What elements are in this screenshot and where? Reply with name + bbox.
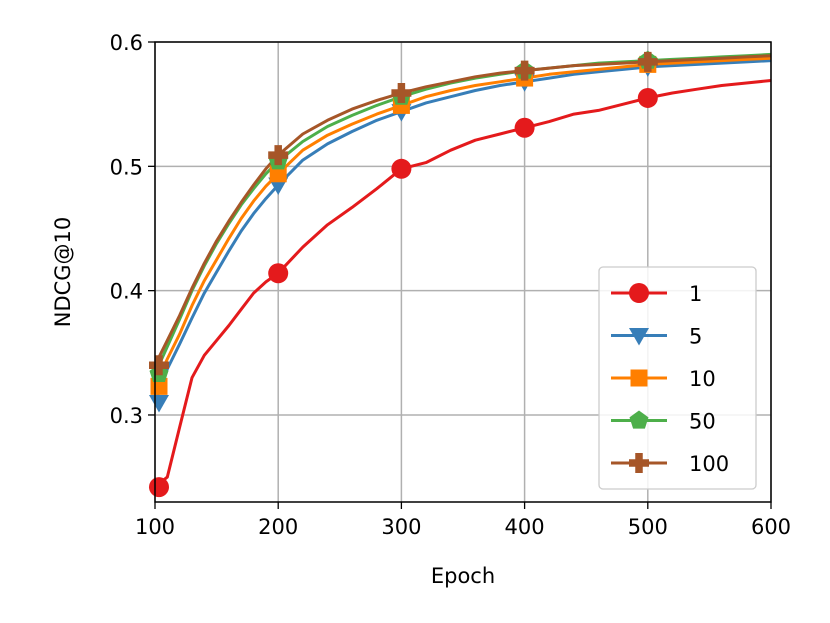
legend-box xyxy=(598,266,757,490)
series-marker-10 xyxy=(269,165,287,183)
legend: 1 5 10 50 100 xyxy=(598,266,757,490)
series-marker-100 xyxy=(637,51,658,72)
y-axis-label: NDCG@10 xyxy=(51,217,75,328)
series-marker-5 xyxy=(149,395,169,413)
series-marker-100 xyxy=(268,145,289,166)
y-tick-label: 0.5 xyxy=(110,155,143,179)
series-marker-100 xyxy=(391,82,412,103)
legend-marker-5 xyxy=(629,328,649,346)
legend-label-10: 10 xyxy=(689,367,716,391)
x-tick-label: 300 xyxy=(381,515,421,539)
y-tick-label: 0.3 xyxy=(110,404,143,428)
plot-frame xyxy=(154,41,772,503)
legend-marker-100 xyxy=(629,453,649,473)
y-tick-label: 0.4 xyxy=(110,280,143,304)
legend-label-1: 1 xyxy=(689,282,702,306)
legend-marker-1 xyxy=(629,283,649,303)
legend-label-100: 100 xyxy=(689,452,729,476)
series-marker-1 xyxy=(637,87,658,108)
x-axis-label: Epoch xyxy=(431,564,495,588)
x-tick-label: 400 xyxy=(505,515,545,539)
legend-label-50: 50 xyxy=(689,410,716,434)
y-tick-label: 0.6 xyxy=(110,31,143,55)
series-marker-100 xyxy=(149,355,169,376)
series-markers xyxy=(149,50,658,498)
y-axis-ticks: 0.3 0.4 0.5 0.6 xyxy=(110,31,155,428)
legend-marker-10 xyxy=(630,369,648,387)
x-tick-label: 100 xyxy=(135,515,175,539)
x-tick-label: 600 xyxy=(751,515,791,539)
series-marker-100 xyxy=(514,60,535,81)
legend-label-5: 5 xyxy=(689,325,702,349)
x-axis-ticks: 100 200 300 400 500 600 xyxy=(135,502,791,539)
x-tick-label: 500 xyxy=(628,515,668,539)
x-tick-label: 200 xyxy=(258,515,298,539)
series-marker-1 xyxy=(149,477,169,498)
series-marker-1 xyxy=(391,158,412,179)
series-marker-1 xyxy=(514,117,535,138)
legend-marker-50 xyxy=(629,410,649,429)
series-marker-1 xyxy=(268,263,289,284)
